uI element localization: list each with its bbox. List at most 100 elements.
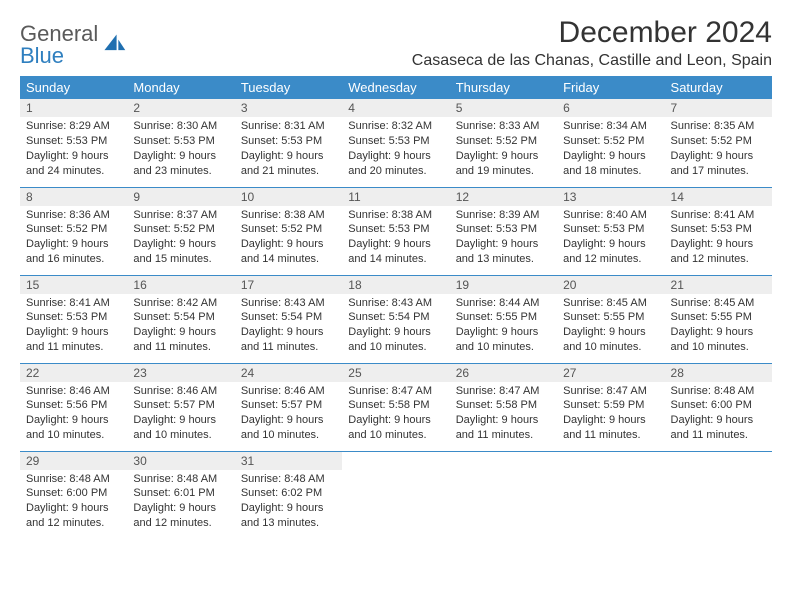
sunrise-text: Sunrise: 8:46 AM bbox=[241, 384, 336, 399]
sunrise-text: Sunrise: 8:45 AM bbox=[671, 296, 766, 311]
sunset-text: Sunset: 5:53 PM bbox=[348, 222, 443, 237]
daylight-text: Daylight: 9 hours and 11 minutes. bbox=[133, 325, 228, 355]
calendar-day-cell: 24Sunrise: 8:46 AMSunset: 5:57 PMDayligh… bbox=[235, 363, 342, 451]
day-body: Sunrise: 8:33 AMSunset: 5:52 PMDaylight:… bbox=[450, 117, 557, 182]
sunrise-text: Sunrise: 8:38 AM bbox=[241, 208, 336, 223]
day-number: 26 bbox=[450, 364, 557, 382]
sunrise-text: Sunrise: 8:32 AM bbox=[348, 119, 443, 134]
day-body: Sunrise: 8:38 AMSunset: 5:53 PMDaylight:… bbox=[342, 206, 449, 271]
day-number: 21 bbox=[665, 276, 772, 294]
calendar-day-cell: 20Sunrise: 8:45 AMSunset: 5:55 PMDayligh… bbox=[557, 275, 664, 363]
day-body: Sunrise: 8:43 AMSunset: 5:54 PMDaylight:… bbox=[235, 294, 342, 359]
daylight-text: Daylight: 9 hours and 10 minutes. bbox=[241, 413, 336, 443]
calendar-day-cell: 13Sunrise: 8:40 AMSunset: 5:53 PMDayligh… bbox=[557, 187, 664, 275]
sunset-text: Sunset: 5:53 PM bbox=[241, 134, 336, 149]
logo-text: General Blue bbox=[20, 24, 98, 68]
calendar-day-cell: 17Sunrise: 8:43 AMSunset: 5:54 PMDayligh… bbox=[235, 275, 342, 363]
day-body: Sunrise: 8:45 AMSunset: 5:55 PMDaylight:… bbox=[557, 294, 664, 359]
daylight-text: Daylight: 9 hours and 16 minutes. bbox=[26, 237, 121, 267]
day-body: Sunrise: 8:44 AMSunset: 5:55 PMDaylight:… bbox=[450, 294, 557, 359]
day-body: Sunrise: 8:35 AMSunset: 5:52 PMDaylight:… bbox=[665, 117, 772, 182]
day-body: Sunrise: 8:46 AMSunset: 5:56 PMDaylight:… bbox=[20, 382, 127, 447]
day-number: 31 bbox=[235, 452, 342, 470]
daylight-text: Daylight: 9 hours and 13 minutes. bbox=[241, 501, 336, 531]
calendar-day-cell: 19Sunrise: 8:44 AMSunset: 5:55 PMDayligh… bbox=[450, 275, 557, 363]
sail-icon bbox=[101, 31, 127, 62]
sunset-text: Sunset: 5:57 PM bbox=[241, 398, 336, 413]
day-number: 20 bbox=[557, 276, 664, 294]
day-body: Sunrise: 8:41 AMSunset: 5:53 PMDaylight:… bbox=[665, 206, 772, 271]
calendar-day-cell: 30Sunrise: 8:48 AMSunset: 6:01 PMDayligh… bbox=[127, 451, 234, 539]
calendar-day-cell bbox=[342, 451, 449, 539]
day-number: 17 bbox=[235, 276, 342, 294]
sunset-text: Sunset: 5:55 PM bbox=[456, 310, 551, 325]
day-number: 28 bbox=[665, 364, 772, 382]
sunset-text: Sunset: 5:52 PM bbox=[456, 134, 551, 149]
daylight-text: Daylight: 9 hours and 10 minutes. bbox=[563, 325, 658, 355]
sunset-text: Sunset: 5:53 PM bbox=[133, 134, 228, 149]
calendar-day-cell: 5Sunrise: 8:33 AMSunset: 5:52 PMDaylight… bbox=[450, 99, 557, 187]
day-number: 19 bbox=[450, 276, 557, 294]
calendar-week-row: 22Sunrise: 8:46 AMSunset: 5:56 PMDayligh… bbox=[20, 363, 772, 451]
daylight-text: Daylight: 9 hours and 23 minutes. bbox=[133, 149, 228, 179]
title-block: December 2024 Casaseca de las Chanas, Ca… bbox=[412, 16, 772, 70]
calendar-table: Sunday Monday Tuesday Wednesday Thursday… bbox=[20, 76, 772, 539]
calendar-week-row: 15Sunrise: 8:41 AMSunset: 5:53 PMDayligh… bbox=[20, 275, 772, 363]
calendar-day-cell: 6Sunrise: 8:34 AMSunset: 5:52 PMDaylight… bbox=[557, 99, 664, 187]
day-number: 22 bbox=[20, 364, 127, 382]
day-body: Sunrise: 8:48 AMSunset: 6:02 PMDaylight:… bbox=[235, 470, 342, 535]
day-body: Sunrise: 8:36 AMSunset: 5:52 PMDaylight:… bbox=[20, 206, 127, 271]
sunrise-text: Sunrise: 8:41 AM bbox=[671, 208, 766, 223]
sunrise-text: Sunrise: 8:36 AM bbox=[26, 208, 121, 223]
calendar-day-cell: 9Sunrise: 8:37 AMSunset: 5:52 PMDaylight… bbox=[127, 187, 234, 275]
day-body: Sunrise: 8:47 AMSunset: 5:58 PMDaylight:… bbox=[342, 382, 449, 447]
day-number: 13 bbox=[557, 188, 664, 206]
sunrise-text: Sunrise: 8:42 AM bbox=[133, 296, 228, 311]
daylight-text: Daylight: 9 hours and 18 minutes. bbox=[563, 149, 658, 179]
sunset-text: Sunset: 5:53 PM bbox=[671, 222, 766, 237]
weekday-header: Wednesday bbox=[342, 76, 449, 99]
sunset-text: Sunset: 5:57 PM bbox=[133, 398, 228, 413]
daylight-text: Daylight: 9 hours and 14 minutes. bbox=[348, 237, 443, 267]
day-number: 25 bbox=[342, 364, 449, 382]
day-body: Sunrise: 8:47 AMSunset: 5:58 PMDaylight:… bbox=[450, 382, 557, 447]
daylight-text: Daylight: 9 hours and 11 minutes. bbox=[671, 413, 766, 443]
day-body: Sunrise: 8:38 AMSunset: 5:52 PMDaylight:… bbox=[235, 206, 342, 271]
day-number: 11 bbox=[342, 188, 449, 206]
sunrise-text: Sunrise: 8:48 AM bbox=[241, 472, 336, 487]
sunrise-text: Sunrise: 8:37 AM bbox=[133, 208, 228, 223]
day-number: 29 bbox=[20, 452, 127, 470]
sunset-text: Sunset: 5:52 PM bbox=[133, 222, 228, 237]
sunset-text: Sunset: 5:53 PM bbox=[456, 222, 551, 237]
sunrise-text: Sunrise: 8:43 AM bbox=[241, 296, 336, 311]
daylight-text: Daylight: 9 hours and 19 minutes. bbox=[456, 149, 551, 179]
calendar-day-cell: 10Sunrise: 8:38 AMSunset: 5:52 PMDayligh… bbox=[235, 187, 342, 275]
sunset-text: Sunset: 6:00 PM bbox=[671, 398, 766, 413]
day-body: Sunrise: 8:30 AMSunset: 5:53 PMDaylight:… bbox=[127, 117, 234, 182]
daylight-text: Daylight: 9 hours and 10 minutes. bbox=[456, 325, 551, 355]
day-number: 6 bbox=[557, 99, 664, 117]
daylight-text: Daylight: 9 hours and 11 minutes. bbox=[456, 413, 551, 443]
sunset-text: Sunset: 5:52 PM bbox=[563, 134, 658, 149]
sunrise-text: Sunrise: 8:29 AM bbox=[26, 119, 121, 134]
sunrise-text: Sunrise: 8:31 AM bbox=[241, 119, 336, 134]
sunrise-text: Sunrise: 8:47 AM bbox=[348, 384, 443, 399]
daylight-text: Daylight: 9 hours and 13 minutes. bbox=[456, 237, 551, 267]
sunset-text: Sunset: 5:53 PM bbox=[26, 310, 121, 325]
location: Casaseca de las Chanas, Castille and Leo… bbox=[412, 52, 772, 70]
day-body: Sunrise: 8:39 AMSunset: 5:53 PMDaylight:… bbox=[450, 206, 557, 271]
day-body: Sunrise: 8:32 AMSunset: 5:53 PMDaylight:… bbox=[342, 117, 449, 182]
logo: General Blue bbox=[20, 16, 127, 68]
sunset-text: Sunset: 5:53 PM bbox=[563, 222, 658, 237]
daylight-text: Daylight: 9 hours and 10 minutes. bbox=[671, 325, 766, 355]
calendar-day-cell: 12Sunrise: 8:39 AMSunset: 5:53 PMDayligh… bbox=[450, 187, 557, 275]
calendar-day-cell: 11Sunrise: 8:38 AMSunset: 5:53 PMDayligh… bbox=[342, 187, 449, 275]
sunrise-text: Sunrise: 8:48 AM bbox=[133, 472, 228, 487]
daylight-text: Daylight: 9 hours and 11 minutes. bbox=[26, 325, 121, 355]
sunrise-text: Sunrise: 8:48 AM bbox=[671, 384, 766, 399]
sunrise-text: Sunrise: 8:45 AM bbox=[563, 296, 658, 311]
weekday-header: Tuesday bbox=[235, 76, 342, 99]
calendar-day-cell: 16Sunrise: 8:42 AMSunset: 5:54 PMDayligh… bbox=[127, 275, 234, 363]
day-body: Sunrise: 8:41 AMSunset: 5:53 PMDaylight:… bbox=[20, 294, 127, 359]
weekday-header: Thursday bbox=[450, 76, 557, 99]
